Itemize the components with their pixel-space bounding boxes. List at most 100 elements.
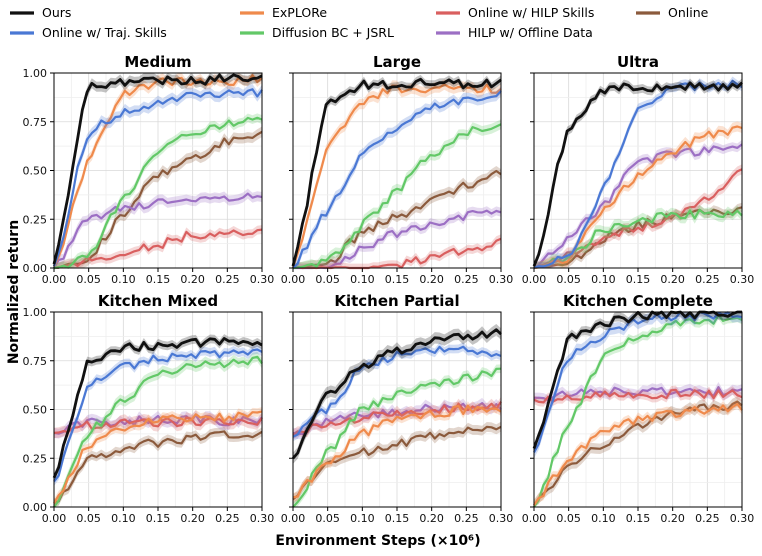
x-tick-label: 0.00 [42,512,67,525]
x-tick-label: 0.00 [522,273,547,286]
series-line-hilp-w-offline-data [53,192,263,269]
series-line-online-w-traj-skills [52,88,263,267]
series-band-online-w-traj-skills [293,86,501,268]
panel-title: Kitchen Partial [334,292,459,310]
x-tick-label: 0.10 [111,512,136,525]
x-tick-label: 0.05 [76,273,101,286]
x-tick-label: 0.15 [626,512,651,525]
series-line-online-w-hilp-skills [533,168,743,270]
x-tick-label: 0.05 [76,512,101,525]
series-band-hilp-w-offline-data [534,139,742,268]
panel-ultra: 0.00 0.05 0.10 0.15 0.20 0.25 0.30 Ultra [522,53,755,286]
y-tick-label: 0.50 [23,165,48,178]
series-band-online-w-hilp-skills [534,385,742,407]
series-group [52,334,263,508]
series-group [532,76,743,270]
x-tick-label: 0.05 [315,273,340,286]
panel-title: Large [373,53,421,71]
x-tick-label: 0.25 [215,273,240,286]
panel-kitchen-complete: 0.00 0.05 0.10 0.15 0.20 0.25 0.30 Kitchen Comp… [522,292,755,525]
x-tick-label: 0.10 [111,273,136,286]
series-line-hilp-w-offline-data [533,143,743,269]
legend: Ours Online w/ Traj. Skills ExPLORe Diffusi… [10,5,709,40]
y-tick-label: 1.00 [23,67,48,80]
y-tick-label: 0.25 [23,213,48,226]
series-line-online [53,430,263,505]
series-band-diffusion-bc-jsrl [534,204,742,268]
series-line-diffusion-bc-jsrl [53,355,263,508]
series-line-explore [53,410,263,504]
x-tick-label: 0.20 [660,512,685,525]
series-line-online-w-traj-skills [292,90,502,269]
x-tick-label: 0.30 [489,273,514,286]
x-tick-label: 0.25 [695,273,720,286]
series-band-hilp-w-offline-data [54,188,262,268]
series-line-ours [52,337,263,479]
x-tick-label: 0.30 [250,273,275,286]
series-line-online-w-hilp-skills [53,416,263,434]
panel-kitchen-mixed: 0.00 0.05 0.10 0.15 0.20 0.25 0.30 0.00 0.25 0.50… [23,292,275,525]
y-tick-label: 0.75 [23,355,48,368]
x-tick-label: 0.20 [660,273,685,286]
series-line-ours [291,77,502,267]
x-tick-label: 0.20 [419,273,444,286]
grid [53,311,263,508]
y-tick-label: 0.00 [23,501,48,514]
series-band-diffusion-bc-jsrl [293,119,501,268]
series-group [52,73,263,270]
series-line-explore [533,125,743,270]
x-tick-label: 0.30 [489,512,514,525]
series-line-diffusion-bc-jsrl [533,208,743,270]
series-line-explore [292,404,502,499]
series-line-diffusion-bc-jsrl [292,123,502,270]
series-band-online [54,427,262,507]
series-line-explore [533,402,743,506]
panel-title: Kitchen Complete [563,292,713,310]
x-tick-label: 0.15 [385,273,410,286]
x-tick-label: 0.00 [42,273,67,286]
x-tick-label: 0.25 [215,512,240,525]
series-group [291,324,502,508]
y-tick-label: 0.75 [23,116,48,129]
series-band-online-w-traj-skills [534,312,742,459]
panel-title: Ultra [617,53,659,71]
legend-label-ours: Ours [42,5,71,20]
series-band-ours [293,324,501,464]
series-band-online [54,126,262,268]
panel-medium: 0.00 0.05 0.10 0.15 0.20 0.25 0.30 0.00 0.25 0.50… [23,53,275,286]
legend-label-diffusion-bc-jsrl: Diffusion BC + JSRL [272,25,394,40]
x-tick-label: 0.20 [180,512,205,525]
x-tick-label: 0.25 [695,512,720,525]
series-line-online-w-hilp-skills [533,388,743,404]
x-tick-label: 0.10 [350,512,375,525]
series-line-online-w-hilp-skills [53,228,263,270]
x-axis-label: Environment Steps (×10⁶) [275,533,480,549]
x-tick-label: 0.15 [626,273,651,286]
x-tick-label: 0.25 [454,273,479,286]
panels: 0.00 0.05 0.10 0.15 0.20 0.25 0.30 0.00 0.25 0.50… [23,53,755,525]
series-line-diffusion-bc-jsrl [533,313,743,508]
series-band-hilp-w-offline-data [293,397,501,440]
y-tick-label: 1.00 [23,306,48,319]
series-line-online [292,169,502,270]
series-line-hilp-w-offline-data [53,414,263,435]
x-tick-label: 0.30 [250,512,275,525]
legend-label-online-w-traj-skills: Online w/ Traj. Skills [42,25,167,40]
y-axis-label: Normalized return [6,220,22,364]
legend-label-explore: ExPLORe [272,5,327,20]
panel-large: 0.00 0.05 0.10 0.15 0.20 0.25 0.30 Large [281,53,514,286]
x-tick-label: 0.15 [146,512,171,525]
series-line-diffusion-bc-jsrl [53,116,263,270]
x-tick-label: 0.10 [350,273,375,286]
y-tick-label: 0.25 [23,452,48,465]
panel-title: Kitchen Mixed [98,292,218,310]
x-tick-label: 0.10 [591,273,616,286]
x-tick-label: 0.20 [180,273,205,286]
x-tick-label: 0.25 [454,512,479,525]
series-line-ours [52,73,263,265]
series-line-online [533,400,743,506]
x-tick-label: 0.00 [281,273,306,286]
x-tick-label: 0.20 [419,512,444,525]
x-tick-label: 0.00 [281,512,306,525]
